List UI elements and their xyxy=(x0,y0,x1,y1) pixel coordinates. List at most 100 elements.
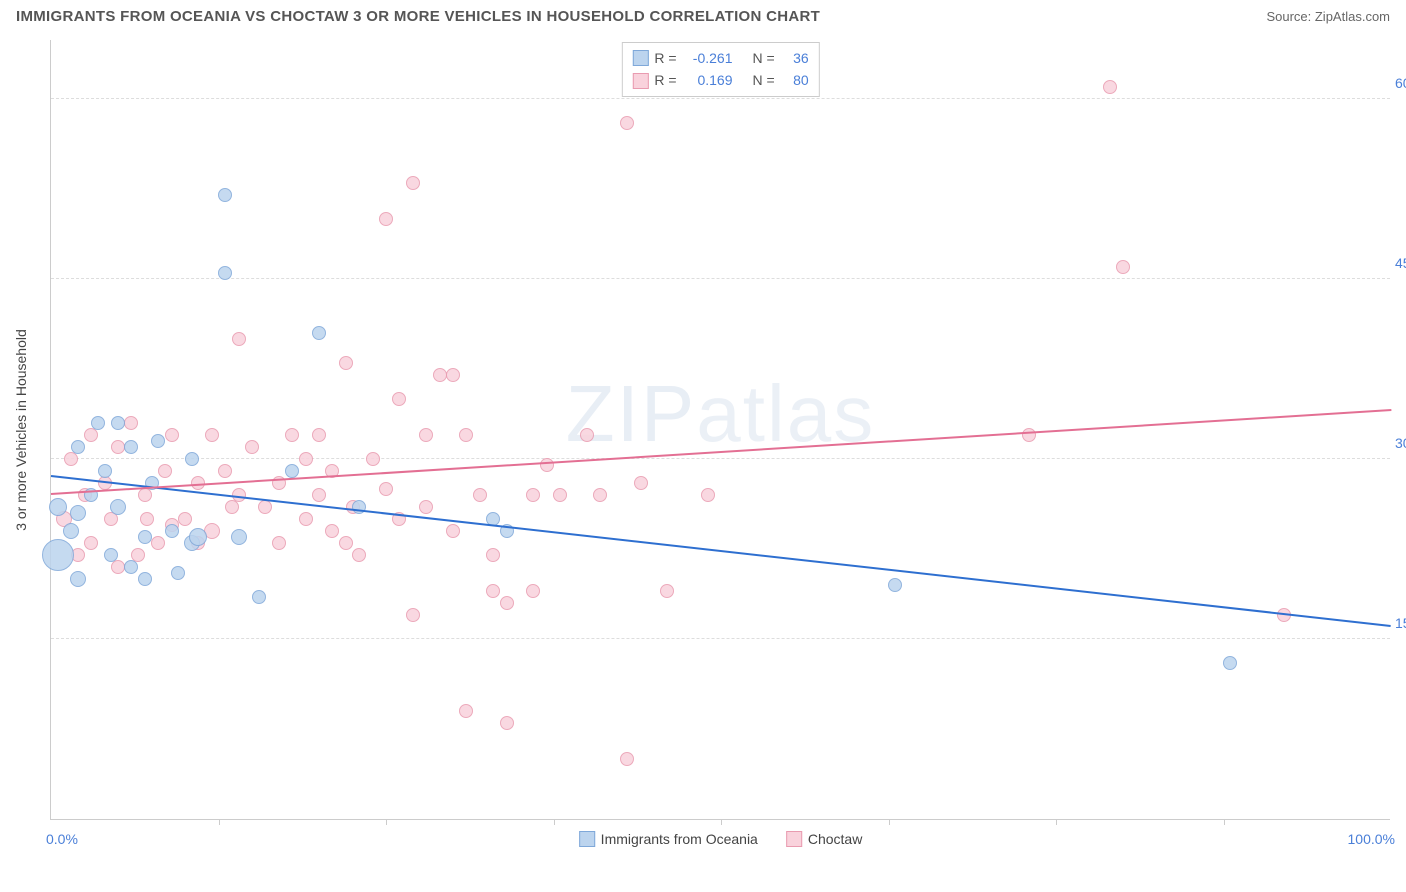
pink-point xyxy=(232,332,246,346)
x-tick xyxy=(889,819,890,825)
pink-point xyxy=(299,452,313,466)
pink-point xyxy=(325,524,339,538)
pink-point xyxy=(379,212,393,226)
pink-point xyxy=(225,500,239,514)
swatch-pink xyxy=(786,831,802,847)
pink-point xyxy=(111,560,125,574)
y-tick-label: 60.0% xyxy=(1395,75,1406,91)
gridline xyxy=(51,458,1390,459)
blue-point xyxy=(1223,656,1237,670)
x-axis-max-label: 100.0% xyxy=(1348,831,1395,847)
pink-point xyxy=(339,536,353,550)
pink-point xyxy=(620,116,634,130)
pink-point xyxy=(446,368,460,382)
blue-point xyxy=(285,464,299,478)
source-attribution: Source: ZipAtlas.com xyxy=(1266,9,1390,24)
pink-point xyxy=(473,488,487,502)
blue-point xyxy=(70,505,86,521)
pink-point xyxy=(84,536,98,550)
legend-item-blue: Immigrants from Oceania xyxy=(579,831,758,847)
blue-point xyxy=(252,590,266,604)
legend-item-pink: Choctaw xyxy=(786,831,862,847)
scatter-chart: ZIPatlas 3 or more Vehicles in Household… xyxy=(50,40,1390,820)
y-axis-title: 3 or more Vehicles in Household xyxy=(13,329,29,531)
blue-point xyxy=(218,266,232,280)
blue-point xyxy=(111,416,125,430)
blue-point xyxy=(165,524,179,538)
blue-point xyxy=(231,529,247,545)
n-value-pink: 80 xyxy=(781,69,809,91)
pink-point xyxy=(392,392,406,406)
x-tick xyxy=(1056,819,1057,825)
pink-point xyxy=(620,752,634,766)
legend-row-pink: R = 0.169 N = 80 xyxy=(632,69,808,91)
gridline xyxy=(51,638,1390,639)
pink-point xyxy=(379,482,393,496)
blue-point xyxy=(42,539,74,571)
blue-trend-line xyxy=(51,475,1391,627)
pink-point xyxy=(500,716,514,730)
pink-point xyxy=(419,428,433,442)
pink-point xyxy=(634,476,648,490)
blue-point xyxy=(312,326,326,340)
pink-point xyxy=(406,176,420,190)
pink-point xyxy=(312,488,326,502)
pink-point xyxy=(701,488,715,502)
pink-point xyxy=(419,500,433,514)
pink-point xyxy=(158,464,172,478)
series-label-blue: Immigrants from Oceania xyxy=(601,831,758,847)
blue-point xyxy=(124,440,138,454)
pink-point xyxy=(446,524,460,538)
pink-point xyxy=(500,596,514,610)
pink-point xyxy=(84,428,98,442)
series-legend: Immigrants from Oceania Choctaw xyxy=(579,831,863,847)
pink-point xyxy=(486,584,500,598)
pink-point xyxy=(459,428,473,442)
pink-point xyxy=(64,452,78,466)
blue-point xyxy=(91,416,105,430)
pink-point xyxy=(140,512,154,526)
pink-point xyxy=(218,464,232,478)
pink-point xyxy=(285,428,299,442)
pink-point xyxy=(526,488,540,502)
x-axis-min-label: 0.0% xyxy=(46,831,78,847)
pink-point xyxy=(352,548,366,562)
pink-point xyxy=(245,440,259,454)
pink-point xyxy=(339,356,353,370)
pink-point xyxy=(205,428,219,442)
swatch-blue xyxy=(579,831,595,847)
x-tick xyxy=(1224,819,1225,825)
x-tick xyxy=(386,819,387,825)
chart-title: IMMIGRANTS FROM OCEANIA VS CHOCTAW 3 OR … xyxy=(16,8,820,25)
x-tick xyxy=(219,819,220,825)
pink-point xyxy=(111,440,125,454)
blue-point xyxy=(218,188,232,202)
n-value-blue: 36 xyxy=(781,47,809,69)
r-value-pink: 0.169 xyxy=(683,69,733,91)
pink-point xyxy=(486,548,500,562)
pink-point xyxy=(299,512,313,526)
swatch-blue xyxy=(632,50,648,66)
pink-point xyxy=(593,488,607,502)
blue-point xyxy=(171,566,185,580)
pink-point xyxy=(660,584,674,598)
pink-point xyxy=(540,458,554,472)
blue-point xyxy=(151,434,165,448)
pink-point xyxy=(258,500,272,514)
correlation-legend: R = -0.261 N = 36 R = 0.169 N = 80 xyxy=(621,42,819,97)
blue-point xyxy=(63,523,79,539)
pink-point xyxy=(433,368,447,382)
swatch-pink xyxy=(632,73,648,89)
blue-point xyxy=(70,571,86,587)
pink-point xyxy=(151,536,165,550)
x-tick xyxy=(721,819,722,825)
y-tick-label: 45.0% xyxy=(1395,255,1406,271)
gridline xyxy=(51,278,1390,279)
blue-point xyxy=(888,578,902,592)
pink-point xyxy=(272,536,286,550)
n-label: N = xyxy=(753,69,775,91)
n-label: N = xyxy=(753,47,775,69)
y-tick-label: 15.0% xyxy=(1395,615,1406,631)
pink-point xyxy=(138,488,152,502)
blue-point xyxy=(189,528,207,546)
